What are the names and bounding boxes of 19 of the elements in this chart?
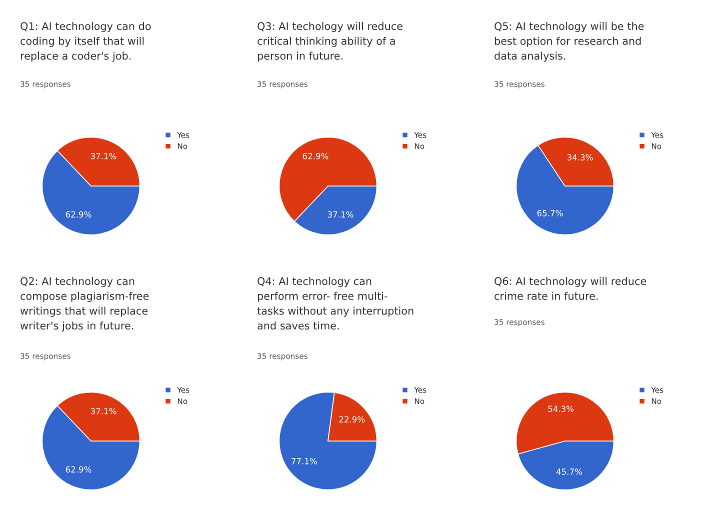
data-label: 54.3%	[548, 406, 574, 412]
data-label: 62.9%	[66, 466, 92, 473]
data-label: 34.3%	[567, 154, 593, 160]
data-label: 22.9%	[339, 416, 365, 423]
data-label: 77.1%	[292, 458, 317, 464]
chart-title: Q6: AI technology will reduce crime rate in future.	[494, 277, 646, 300]
data-label: 37.1%	[90, 152, 116, 160]
chart-title: Q3: AI techology will reduce critical thinking ability of a person in future.	[258, 22, 402, 62]
chart-title: Q1: AI technology can do coding by itself that will replace a coder's job.	[20, 22, 151, 62]
data-label: 62.9%	[302, 152, 328, 160]
chart-title: Q5: AI technology will be the best option for research and data analysis.	[494, 22, 644, 62]
chart-title: Q2: AI technology can compose plagiarism-free writings that will replace writer's jobs in future.	[20, 277, 149, 332]
data-label: 37.1%	[328, 211, 354, 218]
data-label: 37.1%	[90, 408, 116, 414]
data-label: 45.7%	[556, 468, 582, 475]
data-label: 65.7%	[537, 210, 563, 216]
data-label: 62.9%	[66, 211, 92, 218]
pie-slice	[278, 392, 378, 490]
chart-title: Q4: AI technology can perform error- free multi- tasks without any interruption and saves time.	[257, 277, 414, 330]
